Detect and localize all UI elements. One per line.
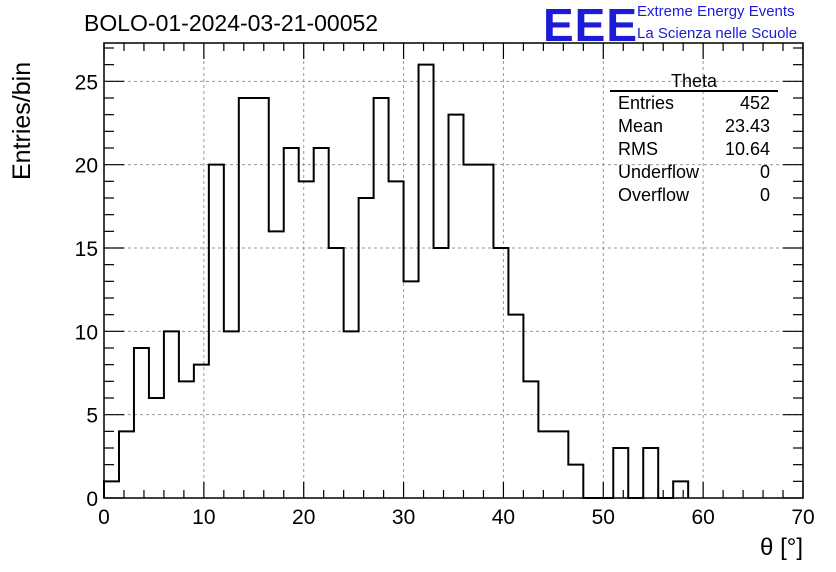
logo-line-1: Extreme Energy Events (637, 3, 795, 20)
eee-logo: EEE (543, 0, 639, 51)
stats-row-entries: Entries 452 (610, 92, 778, 115)
x-tick-label: 50 (592, 506, 615, 529)
stats-label: Mean (618, 116, 664, 136)
x-tick-label: 60 (691, 506, 714, 529)
y-tick-label: 15 (75, 238, 98, 261)
y-tick-label: 25 (75, 71, 98, 94)
axis-ticks (103, 43, 804, 499)
stats-label: Entries (618, 93, 675, 113)
y-tick-label: 20 (75, 155, 98, 178)
histogram-outline (103, 63, 690, 499)
stats-row-mean: Mean 23.43 (610, 115, 778, 138)
x-tick-label: 40 (492, 506, 515, 529)
stats-row-rms: RMS 10.64 (610, 138, 778, 161)
stats-box: Theta Entries 452 Mean 23.43 RMS 10.64 U… (610, 72, 778, 207)
stats-value: 452 (739, 93, 770, 113)
stats-value: 0 (759, 185, 770, 205)
stats-value: 23.43 (724, 116, 770, 136)
tick-labels: 0 10 20 30 40 50 60 70 0 5 10 15 20 25 (75, 71, 815, 529)
stats-row-underflow: Underflow 0 (610, 161, 778, 184)
y-tick-label: 5 (86, 405, 98, 428)
x-tick-label: 10 (192, 506, 215, 529)
chart-title: BOLO-01-2024-03-21-00052 (84, 10, 379, 36)
x-tick-label: 0 (98, 506, 110, 529)
stats-label: Underflow (618, 162, 700, 182)
y-tick-label: 0 (86, 488, 98, 511)
stats-row-overflow: Overflow 0 (610, 184, 778, 207)
stats-label: RMS (618, 139, 658, 159)
plot-frame (103, 42, 804, 499)
x-tick-label: 30 (392, 506, 415, 529)
stats-value: 10.64 (724, 139, 770, 159)
stats-label: Overflow (618, 185, 690, 205)
x-axis-label: θ [°] (760, 534, 803, 561)
stats-name: Theta (610, 72, 778, 92)
x-tick-label: 70 (791, 506, 814, 529)
y-tick-label: 10 (75, 321, 98, 344)
y-axis-label: Entries/bin (8, 61, 36, 180)
stats-value: 0 (759, 162, 770, 182)
x-tick-label: 20 (292, 506, 315, 529)
logo-line-2: La Scienza nelle Scuole (637, 25, 798, 42)
